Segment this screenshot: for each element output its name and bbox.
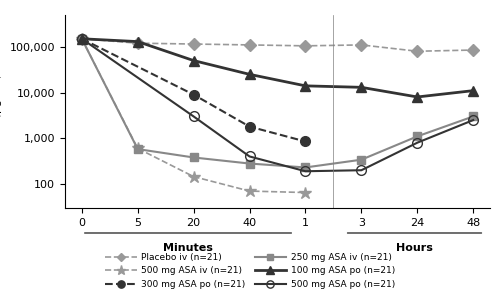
Legend: Placebo iv (n=21), 500 mg ASA iv (n=21), 300 mg ASA po (n=21), 250 mg ASA iv (n=: Placebo iv (n=21), 500 mg ASA iv (n=21),… (102, 249, 399, 293)
Text: Minutes: Minutes (163, 243, 213, 253)
Text: Hours: Hours (396, 243, 433, 253)
Y-axis label: TXB$_2$ (pg/mL): TXB$_2$ (pg/mL) (0, 74, 4, 149)
